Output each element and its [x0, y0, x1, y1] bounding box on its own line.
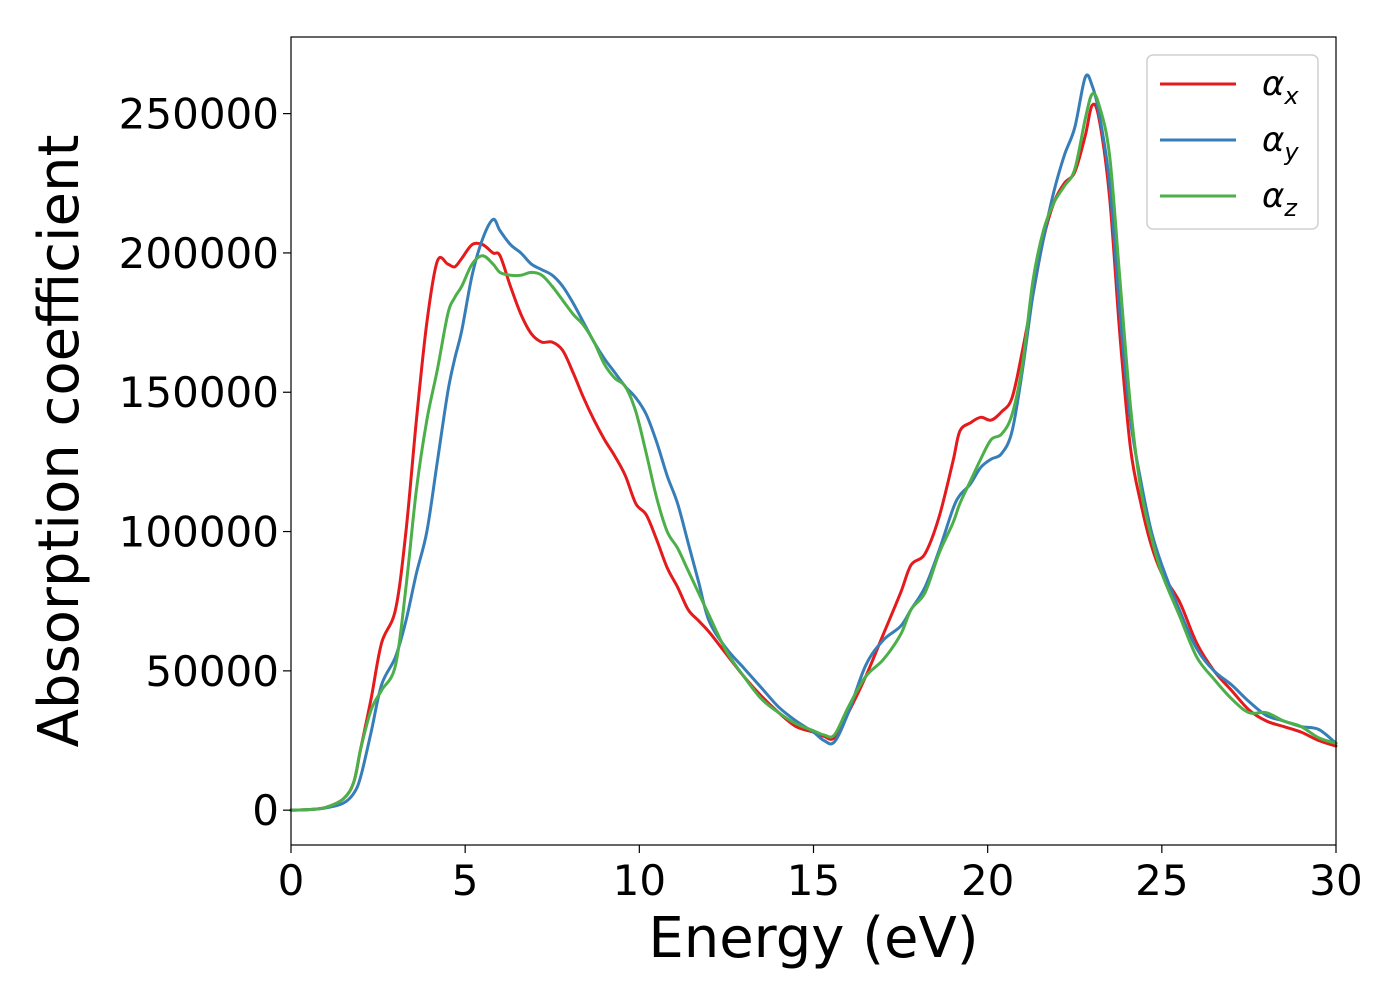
y-tick-label: 0 [252, 786, 279, 835]
y-tick-label: 150000 [119, 368, 279, 417]
x-axis-label: Energy (eV) [648, 906, 978, 971]
x-tick-label: 25 [1135, 856, 1188, 905]
x-tick-label: 0 [278, 856, 305, 905]
legend-label-z: αz [1262, 176, 1298, 222]
y-tick-label: 100000 [119, 508, 279, 557]
y-tick-label: 200000 [119, 229, 279, 278]
x-axis-ticks: 0 5 10 15 20 25 30 [278, 845, 1363, 905]
legend-box [1146, 54, 1319, 230]
legend-label-y: αy [1262, 120, 1299, 166]
y-tick-label: 50000 [145, 647, 279, 696]
x-tick-label: 10 [613, 856, 666, 905]
legend-label-x: αx [1262, 64, 1299, 110]
x-tick-label: 15 [787, 856, 840, 905]
series-line-y [289, 73, 1338, 812]
x-tick-label: 20 [961, 856, 1014, 905]
series-line-z [289, 91, 1338, 812]
y-axis-ticks: 0 50000 100000 150000 200000 250000 [119, 90, 291, 835]
y-tick-label: 250000 [119, 90, 279, 139]
y-axis-label: Absorption coefficient [27, 135, 92, 748]
x-tick-label: 30 [1309, 856, 1362, 905]
x-tick-label: 5 [452, 856, 479, 905]
series-lines [289, 73, 1338, 812]
legend: αx αy αz [1146, 54, 1319, 230]
